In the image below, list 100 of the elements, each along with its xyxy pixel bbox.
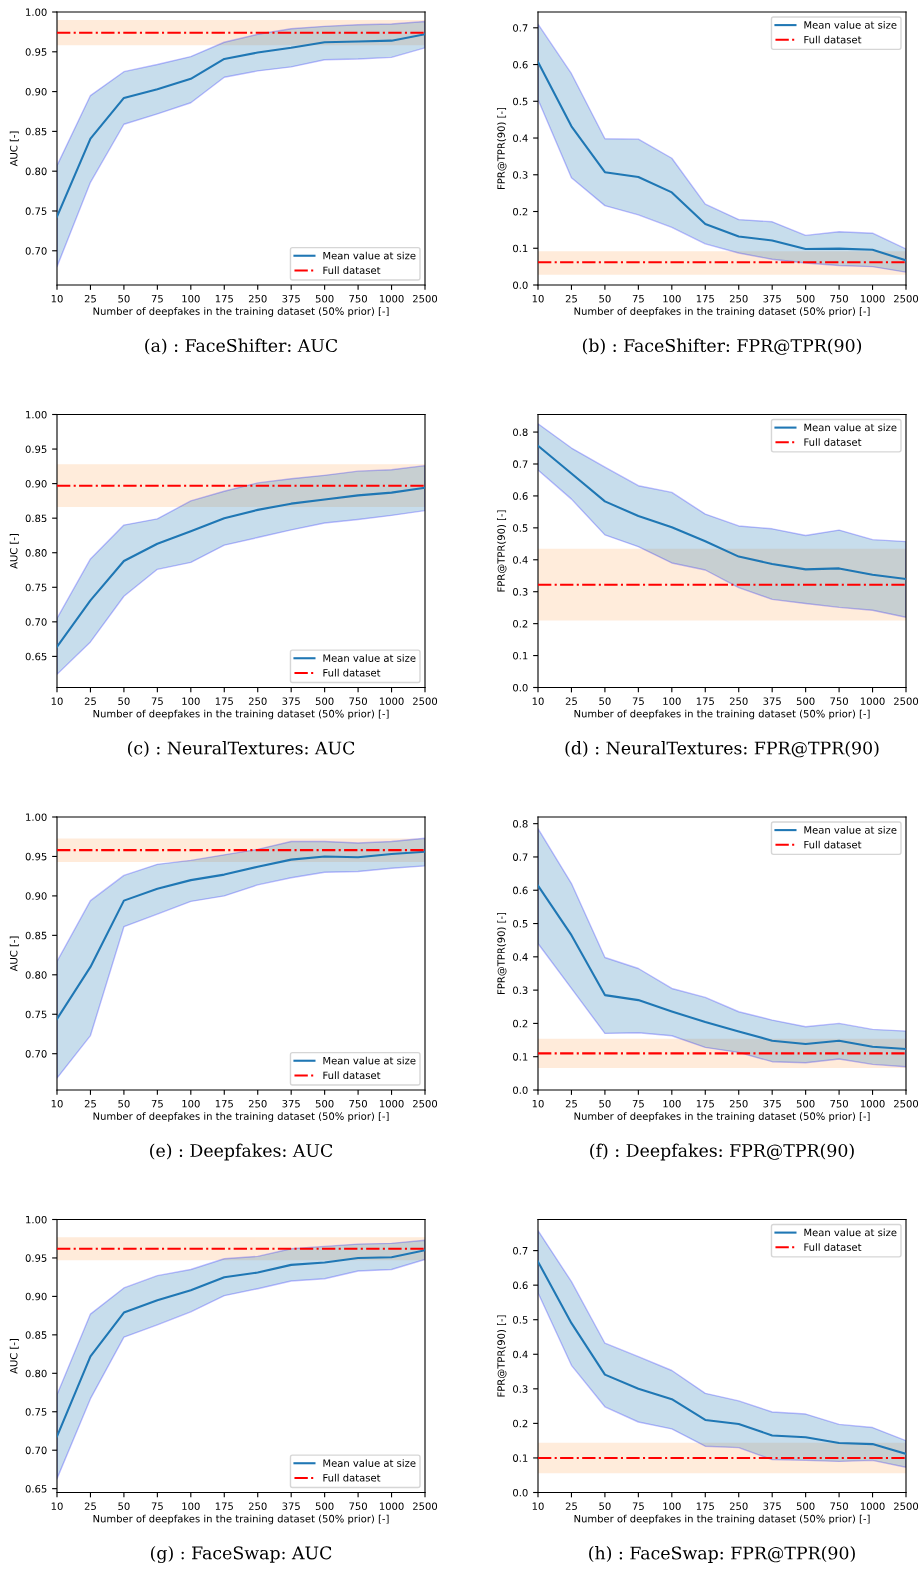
y-axis-title: AUC [-] bbox=[9, 936, 19, 972]
y-axis-title: AUC [-] bbox=[9, 1338, 19, 1374]
x-tick-label: 25 bbox=[84, 1099, 96, 1108]
x-tick-label: 175 bbox=[696, 295, 714, 303]
y-tick-label: 0.75 bbox=[25, 583, 47, 592]
x-tick-label: 375 bbox=[282, 294, 300, 303]
y-tick-label: 0.65 bbox=[25, 1485, 47, 1493]
y-tick-label: 0.80 bbox=[25, 167, 47, 176]
x-tick-label: 50 bbox=[599, 1502, 611, 1510]
x-tick-label: 75 bbox=[151, 1502, 163, 1510]
x-tick-label: 750 bbox=[349, 294, 367, 303]
legend-label: Mean value at size bbox=[323, 1459, 416, 1467]
x-tick-label: 2500 bbox=[894, 1502, 919, 1510]
x-tick-label: 100 bbox=[182, 1099, 200, 1108]
y-tick-label: 0.3 bbox=[513, 171, 528, 179]
y-tick-label: 0.6 bbox=[513, 492, 528, 500]
line-series bbox=[538, 444, 906, 580]
legend-label: Mean value at size bbox=[804, 21, 897, 29]
y-tick-label: 0.3 bbox=[513, 1385, 528, 1393]
line-series bbox=[57, 486, 425, 648]
x-tick-label: 10 bbox=[51, 1099, 63, 1108]
legend-label: Mean value at size bbox=[323, 1056, 416, 1065]
x-tick-label: 250 bbox=[248, 1099, 267, 1108]
text: (e) : Deepfakes: AUC bbox=[150, 1143, 333, 1161]
x-tick-label: 75 bbox=[632, 1502, 644, 1510]
x-tick-label: 10 bbox=[51, 294, 63, 303]
line-series bbox=[538, 884, 906, 1051]
y-tick-label: 0.80 bbox=[25, 971, 47, 979]
x-tick-label: 10 bbox=[532, 1099, 544, 1108]
legend-label: Mean value at size bbox=[804, 826, 897, 834]
line-series bbox=[538, 1260, 906, 1455]
y-tick-label: 0.7 bbox=[513, 1246, 528, 1255]
legend-label: Mean value at size bbox=[323, 251, 416, 260]
x-tick-label: 375 bbox=[282, 1502, 300, 1510]
text: (h) : FaceSwap: FPR@TPR(90) bbox=[589, 1546, 855, 1563]
x-tick-label: 750 bbox=[349, 1502, 367, 1510]
x-tick-label: 2500 bbox=[894, 1099, 919, 1108]
text: (a) : FaceShifter: AUC bbox=[145, 338, 338, 355]
x-tick-label: 75 bbox=[632, 295, 644, 303]
x-tick-label: 500 bbox=[796, 294, 815, 303]
y-tick-label: 0.90 bbox=[25, 892, 47, 900]
y-tick-label: 0.70 bbox=[25, 1050, 47, 1058]
x-axis-title: Number of deepfakes in the training dataset (50% prior) [-] bbox=[574, 1112, 870, 1122]
y-tick-label: 0.6 bbox=[513, 886, 528, 895]
y-tick-label: 0.95 bbox=[25, 1254, 47, 1262]
line-series bbox=[57, 850, 425, 1021]
y-tick-label: 0.90 bbox=[25, 1292, 47, 1301]
y-tick-label: 0.80 bbox=[25, 549, 47, 557]
y-tick-label: 0.95 bbox=[25, 48, 47, 56]
x-tick-label: 175 bbox=[215, 1502, 233, 1510]
x-tick-label: 250 bbox=[729, 1502, 748, 1510]
x-tick-label: 500 bbox=[315, 294, 334, 303]
x-tick-label: 50 bbox=[599, 697, 611, 705]
legend-label: Full dataset bbox=[804, 1243, 862, 1251]
x-tick-label: 1000 bbox=[379, 294, 404, 303]
x-tick-label: 100 bbox=[663, 697, 681, 705]
y-tick-label: 0.4 bbox=[513, 953, 528, 961]
x-tick-label: 175 bbox=[696, 1100, 714, 1108]
y-tick-label: 0.90 bbox=[25, 479, 47, 488]
x-axis-title: Number of deepfakes in the training dataset (50% prior) [-] bbox=[93, 709, 389, 720]
y-tick-label: 0.85 bbox=[25, 127, 47, 136]
y-tick-label: 0.75 bbox=[25, 1010, 47, 1019]
y-tick-label: 0.70 bbox=[25, 247, 47, 255]
x-tick-label: 375 bbox=[763, 697, 781, 705]
x-tick-label: 25 bbox=[565, 294, 577, 303]
x-tick-label: 100 bbox=[182, 294, 200, 303]
x-tick-label: 375 bbox=[763, 1099, 781, 1108]
text: (f) : Deepfakes: FPR@TPR(90) bbox=[590, 1143, 854, 1161]
x-tick-label: 500 bbox=[315, 1502, 334, 1510]
x-tick-label: 500 bbox=[796, 1099, 815, 1108]
y-axis-title: FPR@TPR(90) [-] bbox=[497, 107, 507, 189]
x-tick-label: 1000 bbox=[860, 697, 885, 705]
x-tick-label: 50 bbox=[118, 1099, 130, 1108]
x-tick-label: 175 bbox=[696, 697, 714, 705]
x-tick-label: 750 bbox=[830, 294, 848, 303]
x-tick-label: 25 bbox=[84, 1502, 96, 1510]
y-tick-label: 0.65 bbox=[25, 652, 47, 661]
x-tick-label: 10 bbox=[532, 1502, 544, 1510]
y-tick-label: 0.2 bbox=[513, 1419, 528, 1428]
y-tick-label: 0.95 bbox=[25, 852, 47, 861]
x-tick-label: 2500 bbox=[413, 1502, 438, 1510]
y-tick-label: 0.3 bbox=[513, 986, 528, 995]
x-tick-label: 10 bbox=[532, 697, 544, 705]
y-tick-label: 0.1 bbox=[513, 651, 528, 660]
y-tick-label: 0.85 bbox=[25, 1331, 47, 1339]
x-tick-label: 75 bbox=[151, 295, 163, 303]
legend-label: Full dataset bbox=[804, 438, 862, 446]
y-tick-label: 0.70 bbox=[25, 618, 47, 626]
x-tick-label: 50 bbox=[118, 294, 130, 303]
y-axis-title: FPR@TPR(90) [-] bbox=[497, 912, 507, 994]
y-tick-label: 1.00 bbox=[26, 410, 47, 419]
x-tick-label: 1000 bbox=[860, 294, 885, 303]
x-tick-label: 100 bbox=[182, 1502, 200, 1510]
y-tick-label: 0.5 bbox=[513, 1316, 528, 1324]
legend-label: Full dataset bbox=[323, 1071, 381, 1080]
y-tick-label: 0.0 bbox=[513, 1488, 528, 1497]
y-tick-label: 1.00 bbox=[26, 813, 47, 821]
x-tick-label: 500 bbox=[315, 697, 334, 705]
legend-label: Full dataset bbox=[804, 840, 862, 849]
x-axis-title: Number of deepfakes in the training dataset (50% prior) [-] bbox=[574, 307, 870, 317]
